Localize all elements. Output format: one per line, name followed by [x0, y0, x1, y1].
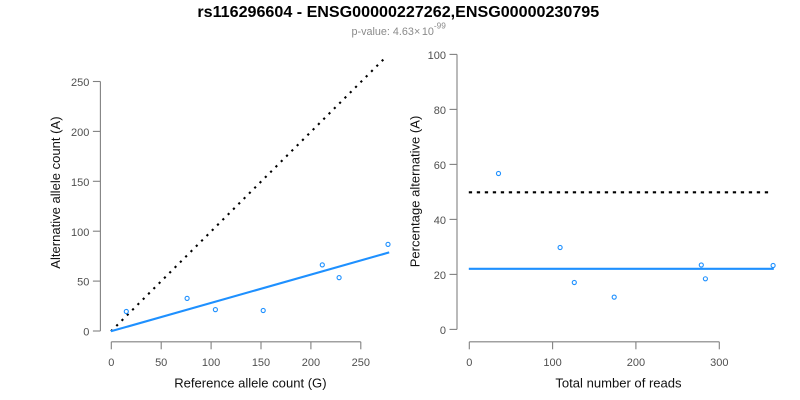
svg-text:100: 100 — [71, 227, 89, 239]
svg-text:Alternative allele count (A): Alternative allele count (A) — [48, 116, 63, 268]
svg-text:0: 0 — [466, 357, 472, 369]
svg-text:Reference allele count (G): Reference allele count (G) — [174, 376, 326, 391]
svg-text:150: 150 — [71, 177, 89, 189]
svg-text:200: 200 — [627, 357, 645, 369]
svg-text:150: 150 — [252, 357, 270, 369]
svg-text:40: 40 — [434, 215, 446, 227]
svg-text:200: 200 — [71, 127, 89, 139]
svg-text:20: 20 — [434, 270, 446, 282]
svg-text:50: 50 — [155, 357, 167, 369]
svg-text:250: 250 — [352, 357, 370, 369]
svg-text:100: 100 — [543, 357, 561, 369]
svg-text:0: 0 — [440, 325, 446, 337]
svg-text:Total number of reads: Total number of reads — [555, 376, 682, 391]
svg-text:50: 50 — [77, 277, 89, 289]
svg-text:0: 0 — [108, 357, 114, 369]
svg-text:100: 100 — [428, 50, 446, 62]
svg-text:80: 80 — [434, 105, 446, 117]
svg-text:250: 250 — [71, 77, 89, 89]
svg-text:Percentage alternative (A): Percentage alternative (A) — [407, 116, 422, 268]
svg-text:200: 200 — [302, 357, 320, 369]
svg-text:rs116296604 - ENSG00000227262,: rs116296604 - ENSG00000227262,ENSG000002… — [197, 3, 599, 21]
svg-text:60: 60 — [434, 160, 446, 172]
svg-text:300: 300 — [710, 357, 728, 369]
svg-text:100: 100 — [202, 357, 220, 369]
svg-text:0: 0 — [83, 327, 89, 339]
